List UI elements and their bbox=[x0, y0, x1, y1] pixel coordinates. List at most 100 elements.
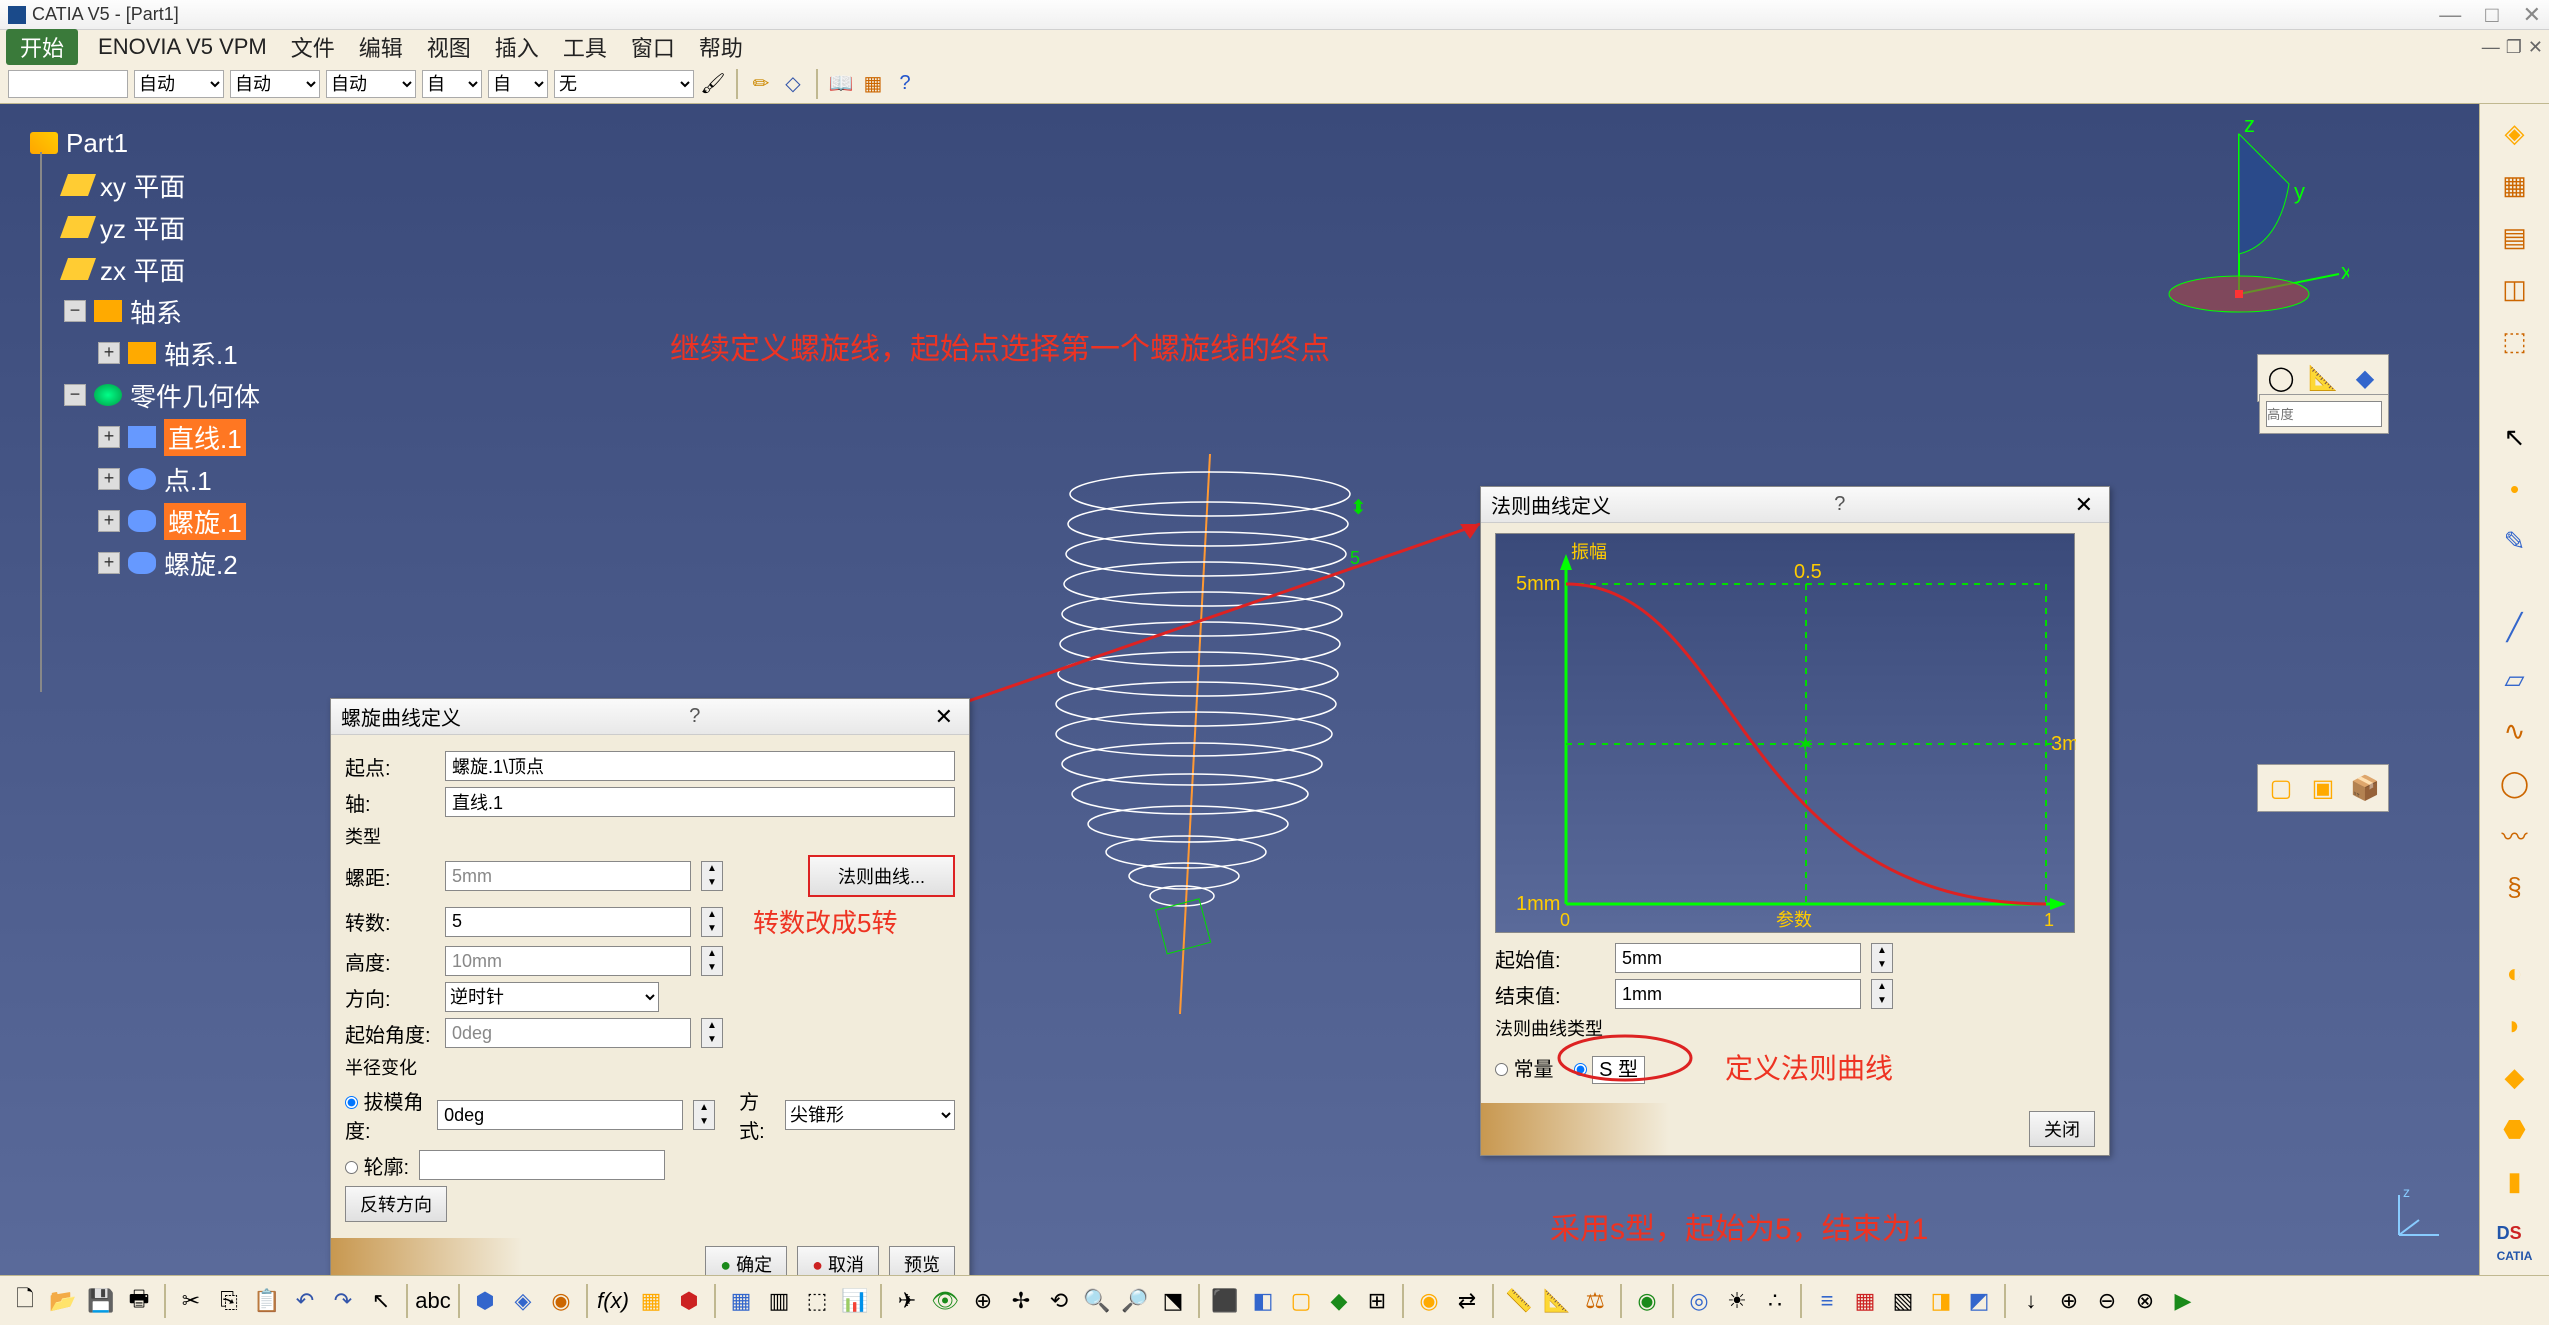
menu-insert[interactable]: 插入 bbox=[483, 29, 551, 65]
tree-body[interactable]: − 零件几何体 bbox=[64, 374, 260, 416]
direction-select[interactable]: 逆时针 bbox=[445, 982, 659, 1012]
tree-xy-plane[interactable]: xy 平面 bbox=[64, 164, 260, 206]
measure-icon[interactable]: 📏 bbox=[1504, 1286, 1534, 1316]
end-value-field[interactable] bbox=[1615, 979, 1861, 1009]
law-dialog-title[interactable]: 法则曲线定义 ? ✕ bbox=[1481, 487, 2109, 523]
fit-icon[interactable]: ⊕ bbox=[968, 1286, 998, 1316]
sketch-icon[interactable]: ✎ bbox=[2496, 522, 2534, 560]
const-radio[interactable]: 常量 bbox=[1495, 1053, 1554, 1082]
sweep-tool-icon[interactable]: ◗ bbox=[2496, 1006, 2534, 1044]
tool-icon[interactable]: ▥ bbox=[764, 1286, 794, 1316]
tool-icon[interactable]: ⬢ bbox=[674, 1286, 704, 1316]
spline-tool-icon[interactable]: 〰 bbox=[2496, 816, 2534, 854]
menu-help[interactable]: 帮助 bbox=[687, 29, 755, 65]
mdi-minimize[interactable]: — bbox=[2482, 37, 2500, 58]
tree-root[interactable]: Part1 bbox=[30, 122, 260, 164]
menu-file[interactable]: 文件 bbox=[279, 29, 347, 65]
tool-icon[interactable]: ⚖ bbox=[1580, 1286, 1610, 1316]
taper-field[interactable] bbox=[437, 1100, 683, 1130]
toolbar-combo-none[interactable]: 无 bbox=[554, 70, 694, 98]
profile-radio[interactable]: 轮廓: bbox=[345, 1151, 409, 1180]
help-button[interactable]: ? bbox=[679, 705, 710, 728]
tool-icon[interactable]: abc bbox=[418, 1286, 448, 1316]
material-icon[interactable]: ◉ bbox=[1632, 1286, 1662, 1316]
tool-icon[interactable]: ◆ bbox=[2348, 361, 2382, 395]
tool-icon[interactable]: 📊 bbox=[840, 1286, 870, 1316]
close-button[interactable]: 关闭 bbox=[2029, 1111, 2095, 1147]
taper-radio[interactable]: 拔模角度: bbox=[345, 1086, 427, 1144]
tool-icon[interactable]: ▦ bbox=[636, 1286, 666, 1316]
tool-icon[interactable]: ◫ bbox=[2496, 270, 2534, 308]
tree-point1[interactable]: + 点.1 bbox=[98, 458, 260, 500]
tool-icon[interactable]: 📐 bbox=[1542, 1286, 1572, 1316]
menu-enovia[interactable]: ENOVIA V5 VPM bbox=[86, 32, 279, 62]
helix-tool-icon[interactable]: § bbox=[2496, 868, 2534, 906]
tool-icon[interactable]: ⊖ bbox=[2092, 1286, 2122, 1316]
toolbar-combo-auto2[interactable]: 自动 bbox=[230, 70, 320, 98]
tool-icon[interactable]: ⊗ bbox=[2130, 1286, 2160, 1316]
reverse-button[interactable]: 反转方向 bbox=[345, 1186, 447, 1222]
print-icon[interactable]: 🖶 bbox=[124, 1286, 154, 1316]
axis-field[interactable] bbox=[445, 787, 955, 817]
copy-icon[interactable]: ⎘ bbox=[214, 1286, 244, 1316]
zoom-out-icon[interactable]: 🔎 bbox=[1120, 1286, 1150, 1316]
pitch-spinner[interactable]: ▲▼ bbox=[701, 861, 723, 891]
grid-icon[interactable]: ▦ bbox=[726, 1286, 756, 1316]
normal-view-icon[interactable]: ⬔ bbox=[1158, 1286, 1188, 1316]
undo-icon[interactable]: ↶ bbox=[290, 1286, 320, 1316]
tree-yz-plane[interactable]: yz 平面 bbox=[64, 206, 260, 248]
tool-icon[interactable]: ▣ bbox=[2306, 771, 2340, 805]
tree-helix1[interactable]: + 螺旋.1 bbox=[98, 500, 260, 542]
tool-icon[interactable]: ∴ bbox=[1760, 1286, 1790, 1316]
maximize-button[interactable]: □ bbox=[2485, 2, 2498, 28]
height-field[interactable] bbox=[445, 946, 691, 976]
toolbar-paint-icon[interactable]: 🖌 bbox=[700, 71, 726, 97]
iso-view-icon[interactable]: ⬛ bbox=[1210, 1286, 1240, 1316]
blend-tool-icon[interactable]: ⬣ bbox=[2496, 1110, 2534, 1148]
tool-icon[interactable]: ▢ bbox=[2264, 771, 2298, 805]
tree-line1[interactable]: + 直线.1 bbox=[98, 416, 260, 458]
tool-icon[interactable]: ▧ bbox=[1888, 1286, 1918, 1316]
toolbar-combo-small1[interactable]: 自 bbox=[422, 70, 482, 98]
menu-window[interactable]: 窗口 bbox=[619, 29, 687, 65]
tool-wireframe-icon[interactable]: ◈ bbox=[2496, 114, 2534, 152]
expand-icon[interactable]: + bbox=[98, 510, 120, 532]
tool-icon[interactable]: ↓ bbox=[2016, 1286, 2046, 1316]
menu-tools[interactable]: 工具 bbox=[551, 29, 619, 65]
tool-icon[interactable]: ⊞ bbox=[1362, 1286, 1392, 1316]
plane-tool-icon[interactable]: ▱ bbox=[2496, 660, 2534, 698]
profile-field[interactable] bbox=[419, 1150, 665, 1180]
tool-icon[interactable]: ⬚ bbox=[802, 1286, 832, 1316]
tool-icon[interactable]: 📐 bbox=[2306, 361, 2340, 395]
expand-icon[interactable]: + bbox=[98, 426, 120, 448]
end-value-spinner[interactable]: ▲▼ bbox=[1871, 979, 1893, 1009]
tool-icon[interactable]: ≡ bbox=[1812, 1286, 1842, 1316]
select-icon[interactable]: ↖ bbox=[366, 1286, 396, 1316]
compass-3d[interactable]: z y x bbox=[2149, 114, 2349, 334]
turns-spinner[interactable]: ▲▼ bbox=[701, 907, 723, 937]
rotate-icon[interactable]: ⟲ bbox=[1044, 1286, 1074, 1316]
cursor-icon[interactable]: ↖ bbox=[2496, 418, 2534, 456]
toolbar-input-1[interactable] bbox=[8, 70, 128, 98]
hide-icon[interactable]: ◉ bbox=[1414, 1286, 1444, 1316]
helix-dialog-title[interactable]: 螺旋曲线定义 ? ✕ bbox=[331, 699, 969, 735]
tool-icon[interactable]: 📦 bbox=[2348, 771, 2382, 805]
zoom-in-icon[interactable]: 🔍 bbox=[1082, 1286, 1112, 1316]
collapse-icon[interactable]: − bbox=[64, 384, 86, 406]
wireframe-icon[interactable]: ▢ bbox=[1286, 1286, 1316, 1316]
render-icon[interactable]: ◎ bbox=[1684, 1286, 1714, 1316]
law-curve-button[interactable]: 法则曲线... bbox=[808, 855, 955, 897]
fly-icon[interactable]: ✈ bbox=[892, 1286, 922, 1316]
tool-icon[interactable]: ▦ bbox=[2496, 166, 2534, 204]
minimize-button[interactable]: — bbox=[2439, 2, 2461, 28]
float-input[interactable] bbox=[2266, 401, 2382, 427]
tree-zx-plane[interactable]: zx 平面 bbox=[64, 248, 260, 290]
mdi-restore[interactable]: ❐ bbox=[2506, 37, 2522, 58]
tool-icon[interactable]: ◩ bbox=[1964, 1286, 1994, 1316]
redo-icon[interactable]: ↷ bbox=[328, 1286, 358, 1316]
point-tool-icon[interactable]: • bbox=[2496, 470, 2534, 508]
start-value-spinner[interactable]: ▲▼ bbox=[1871, 943, 1893, 973]
tool-icon[interactable]: ▤ bbox=[2496, 218, 2534, 256]
view-icon[interactable]: 👁 bbox=[930, 1286, 960, 1316]
pitch-field[interactable] bbox=[445, 861, 691, 891]
